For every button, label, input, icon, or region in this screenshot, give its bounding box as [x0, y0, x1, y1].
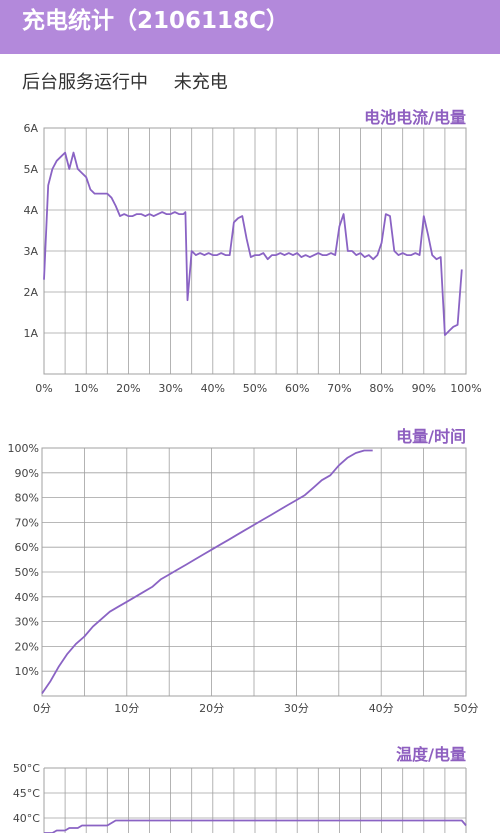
- y-tick-label: 1A: [23, 327, 38, 340]
- y-tick-label: 80%: [15, 492, 39, 505]
- current-chart: 1A 2A 3A 4A 5A 6A 0% 10% 20% 30% 40% 50% 60% 70% 80% 90…: [23, 122, 481, 395]
- x-tick-label: 20分: [199, 702, 224, 715]
- series-line-current: [43, 151, 463, 337]
- x-tick-label: 70%: [327, 382, 351, 395]
- x-tick-label: 0%: [35, 382, 52, 395]
- current-chart-title: 电池电流/电量: [364, 108, 466, 127]
- y-tick-label: 4A: [23, 204, 38, 217]
- x-tick-label: 40%: [201, 382, 225, 395]
- x-tick-label: 60%: [285, 382, 309, 395]
- app-bar: 充电统计（2106118C）: [0, 0, 500, 54]
- y-tick-label: 5A: [23, 163, 38, 176]
- y-tick-label: 3A: [23, 245, 38, 258]
- x-tick-label: 50分: [454, 702, 479, 715]
- level-chart: 10% 20% 30% 40% 50% 60% 70% 80% 90% 100% 0分 10分 20分 3…: [8, 442, 479, 715]
- service-status: 后台服务运行中 未充电: [22, 68, 248, 94]
- x-tick-label: 30%: [158, 382, 182, 395]
- temp-chart: 40°C 45°C 50°C: [13, 762, 467, 833]
- level-chart-title: 电量/时间: [396, 427, 466, 446]
- y-tick-label: 90%: [15, 467, 39, 480]
- y-tick-label: 30%: [15, 616, 39, 629]
- y-tick-label: 40%: [15, 591, 39, 604]
- series-line-temperature: [44, 819, 467, 833]
- y-tick-label: 10%: [15, 665, 39, 678]
- temp-chart-title: 温度/电量: [396, 745, 466, 764]
- x-tick-label: 10分: [114, 702, 139, 715]
- y-tick-label: 50%: [15, 566, 39, 579]
- x-tick-label: 100%: [450, 382, 481, 395]
- app-title: 充电统计（2106118C）: [22, 8, 289, 34]
- x-tick-label: 10%: [74, 382, 98, 395]
- y-tick-label: 40°C: [13, 812, 40, 825]
- series-line-level: [41, 449, 373, 695]
- y-tick-label: 70%: [15, 516, 39, 529]
- x-tick-label: 0分: [33, 702, 51, 715]
- y-tick-label: 60%: [15, 541, 39, 554]
- y-tick-label: 6A: [23, 122, 38, 135]
- x-tick-label: 30分: [284, 702, 309, 715]
- x-tick-label: 50%: [243, 382, 267, 395]
- y-tick-label: 45°C: [13, 787, 40, 800]
- y-tick-label: 100%: [8, 442, 39, 455]
- charging-status-text: 未充电: [173, 72, 228, 93]
- y-tick-label: 2A: [23, 286, 38, 299]
- service-status-text: 后台服务运行中: [22, 72, 148, 93]
- x-tick-label: 40分: [369, 702, 394, 715]
- x-tick-label: 20%: [116, 382, 140, 395]
- y-tick-label: 20%: [15, 640, 39, 653]
- x-tick-label: 90%: [412, 382, 436, 395]
- y-tick-label: 50°C: [13, 762, 40, 775]
- x-tick-label: 80%: [369, 382, 393, 395]
